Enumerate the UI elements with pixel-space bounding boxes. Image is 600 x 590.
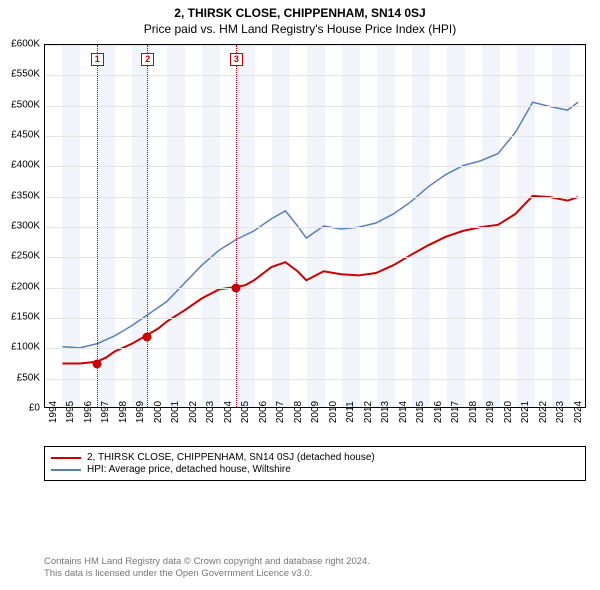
- gridline-h: [45, 197, 585, 198]
- series-line-property: [62, 196, 578, 364]
- xtick-label: 2021: [520, 401, 531, 423]
- gridline-h: [45, 227, 585, 228]
- ytick-label: £500K: [11, 99, 40, 110]
- gridline-h: [45, 379, 585, 380]
- ytick-label: £550K: [11, 69, 40, 80]
- ytick-label: £300K: [11, 221, 40, 232]
- xtick-label: 2006: [258, 401, 269, 423]
- series-svg: [45, 45, 585, 407]
- xtick-label: 2020: [503, 401, 514, 423]
- xtick-label: 2017: [450, 401, 461, 423]
- xtick-label: 2009: [310, 401, 321, 423]
- xtick-label: 2012: [363, 401, 374, 423]
- series-line-hpi: [62, 102, 578, 348]
- ytick-label: £250K: [11, 251, 40, 262]
- gridline-h: [45, 136, 585, 137]
- plot-area: 1 2 3: [44, 44, 586, 408]
- xtick-label: 2014: [398, 401, 409, 423]
- gridline-h: [45, 75, 585, 76]
- xtick-label: 2005: [240, 401, 251, 423]
- chart-subtitle: Price paid vs. HM Land Registry's House …: [0, 20, 600, 40]
- gridline-h: [45, 348, 585, 349]
- gridline-h: [45, 45, 585, 46]
- xtick-label: 1994: [48, 401, 59, 423]
- sale-marker-line: [147, 45, 148, 407]
- xtick-label: 2004: [223, 401, 234, 423]
- ytick-label: £350K: [11, 190, 40, 201]
- ytick-label: £200K: [11, 281, 40, 292]
- xtick-label: 2024: [573, 401, 584, 423]
- xtick-label: 2011: [345, 401, 356, 423]
- gridline-h: [45, 166, 585, 167]
- ytick-label: £150K: [11, 312, 40, 323]
- xtick-label: 2001: [170, 401, 181, 423]
- xtick-label: 2007: [275, 401, 286, 423]
- xtick-label: 2022: [538, 401, 549, 423]
- chart-title: 2, THIRSK CLOSE, CHIPPENHAM, SN14 0SJ: [0, 0, 600, 20]
- ytick-label: £450K: [11, 130, 40, 141]
- xtick-label: 2023: [555, 401, 566, 423]
- xtick-label: 2018: [468, 401, 479, 423]
- xtick-label: 2002: [188, 401, 199, 423]
- footer-line-2: This data is licensed under the Open Gov…: [44, 568, 370, 580]
- sale-marker-box: 3: [230, 53, 243, 66]
- xtick-label: 1998: [118, 401, 129, 423]
- sale-point: [231, 284, 240, 293]
- sale-marker-box: 2: [141, 53, 154, 66]
- legend-label-property: 2, THIRSK CLOSE, CHIPPENHAM, SN14 0SJ (d…: [87, 452, 375, 463]
- xtick-label: 2019: [485, 401, 496, 423]
- gridline-h: [45, 106, 585, 107]
- ytick-label: £100K: [11, 342, 40, 353]
- ytick-label: £0: [29, 403, 40, 414]
- ytick-label: £50K: [17, 372, 40, 383]
- xtick-label: 2010: [328, 401, 339, 423]
- xtick-label: 1997: [100, 401, 111, 423]
- sale-marker-line: [97, 45, 98, 407]
- sale-point: [92, 359, 101, 368]
- xtick-label: 2016: [433, 401, 444, 423]
- footer: Contains HM Land Registry data © Crown c…: [44, 556, 370, 581]
- xtick-label: 2013: [380, 401, 391, 423]
- legend-swatch-property: [51, 457, 81, 459]
- xtick-label: 2015: [415, 401, 426, 423]
- xtick-label: 2003: [205, 401, 216, 423]
- xtick-label: 1996: [83, 401, 94, 423]
- legend-item-hpi: HPI: Average price, detached house, Wilt…: [51, 464, 579, 475]
- legend-label-hpi: HPI: Average price, detached house, Wilt…: [87, 464, 291, 475]
- gridline-h: [45, 257, 585, 258]
- xtick-label: 1995: [65, 401, 76, 423]
- ytick-label: £400K: [11, 160, 40, 171]
- gridline-h: [45, 288, 585, 289]
- sale-marker-line: [236, 45, 237, 407]
- xtick-label: 1999: [135, 401, 146, 423]
- xtick-label: 2000: [153, 401, 164, 423]
- legend-swatch-hpi: [51, 469, 81, 471]
- sale-point: [143, 332, 152, 341]
- legend-item-property: 2, THIRSK CLOSE, CHIPPENHAM, SN14 0SJ (d…: [51, 452, 579, 463]
- footer-line-1: Contains HM Land Registry data © Crown c…: [44, 556, 370, 568]
- xtick-label: 2008: [293, 401, 304, 423]
- legend: 2, THIRSK CLOSE, CHIPPENHAM, SN14 0SJ (d…: [44, 446, 586, 481]
- chart-container: { "title": "2, THIRSK CLOSE, CHIPPENHAM,…: [0, 0, 600, 590]
- gridline-h: [45, 318, 585, 319]
- ytick-label: £600K: [11, 39, 40, 50]
- sale-marker-box: 1: [91, 53, 104, 66]
